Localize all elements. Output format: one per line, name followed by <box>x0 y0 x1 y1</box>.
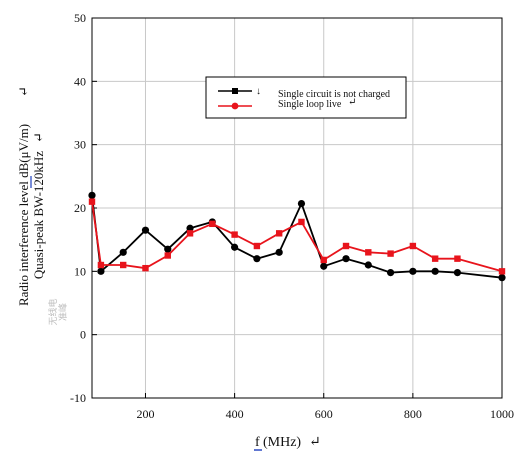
series-1-point <box>342 255 350 263</box>
y-axis-title-line-2: Quasi-peak BW-120kHz <box>31 151 46 279</box>
series-2-point <box>387 250 394 257</box>
legend-label-series-2: Single loop live <box>278 99 342 110</box>
y-tick-label: 30 <box>74 138 86 152</box>
y-axis-title-line-1-mark: ↵ <box>16 86 31 97</box>
series-1-point <box>186 224 194 232</box>
legend-marker-series-1 <box>232 88 238 94</box>
y-axis-faint-line-1: 无线电 <box>47 298 58 325</box>
series-1-point <box>409 267 417 275</box>
series-1-point <box>164 245 172 253</box>
series-1-point <box>119 248 127 256</box>
series-layer <box>88 191 506 282</box>
y-tick-label: 50 <box>74 11 86 25</box>
legend-label-series-1: Single circuit is not charged <box>278 89 390 100</box>
legend-marker-series-2 <box>231 102 239 110</box>
series-1-point <box>88 191 96 199</box>
series-1-point <box>253 255 261 263</box>
y-tick-label: 20 <box>74 201 86 215</box>
y-tick-label: 0 <box>80 328 86 342</box>
series-2-point <box>498 268 506 275</box>
series-2-point <box>454 255 461 262</box>
series-1-point <box>431 267 439 275</box>
series-2-point <box>409 242 417 250</box>
series-2-point <box>142 264 149 272</box>
series-2-point <box>88 198 96 205</box>
series-2-point <box>119 261 127 269</box>
series-2-point <box>342 242 350 250</box>
x-tick-label: 600 <box>315 407 333 421</box>
x-tick-label: 1000 <box>490 407 514 421</box>
legend: ↓ Single circuit is not charged Single l… <box>205 76 407 119</box>
x-tick-label: 200 <box>136 407 154 421</box>
grid-lines <box>92 18 502 398</box>
series-2-point <box>298 218 305 226</box>
series-2-point <box>97 261 105 269</box>
y-axis-faint-line-2: 准峰 <box>58 303 68 321</box>
legend-mark-series-1: ↓ <box>256 86 261 97</box>
series-1-point <box>386 269 395 277</box>
y-axis-title-line-2-mark: ↵ <box>31 132 46 143</box>
series-2-point <box>209 220 216 228</box>
series-1-point <box>320 262 328 270</box>
series-1-point <box>364 261 372 269</box>
series-1-point <box>97 267 105 275</box>
series-1-point <box>275 248 283 256</box>
y-axis-title: Radio interference level dB(μV/m) ↵ Quas… <box>16 86 46 306</box>
series-2-point <box>431 255 439 262</box>
axis-ticks: 200 400 600 800 1000 -10 0 10 20 30 40 50 <box>70 11 514 421</box>
series-1-point <box>498 274 506 282</box>
y-tick-label: 10 <box>74 264 86 278</box>
y-axis-title-line-1: Radio interference level dB(μV/m) <box>16 124 31 306</box>
series-2-point <box>253 242 261 250</box>
series-1-point <box>231 243 239 251</box>
x-tick-label: 800 <box>404 407 422 421</box>
x-axis-title-unit: (MHz) <box>263 435 301 450</box>
series-1-point <box>141 226 150 234</box>
series-2-point <box>275 230 283 237</box>
series-2-point <box>186 230 194 237</box>
series-2-point <box>320 256 327 264</box>
legend-mark-series-2: ↵ <box>348 97 356 108</box>
x-axis-title: f (MHz) ↵ <box>254 435 321 451</box>
series-2-point <box>365 249 372 256</box>
x-tick-label: 400 <box>226 407 244 421</box>
x-axis-title-prefix: f <box>255 435 260 450</box>
x-axis-title-mark: ↵ <box>309 435 321 450</box>
y-tick-label: 40 <box>74 74 86 88</box>
legend-box <box>205 76 407 119</box>
series-2-point <box>231 231 238 238</box>
series-1-point <box>453 269 462 277</box>
series-1-point <box>297 199 306 208</box>
y-tick-label: -10 <box>70 391 86 405</box>
series-2-point <box>164 252 171 259</box>
y-axis-faint-text: 无线电 准峰 <box>47 298 68 325</box>
